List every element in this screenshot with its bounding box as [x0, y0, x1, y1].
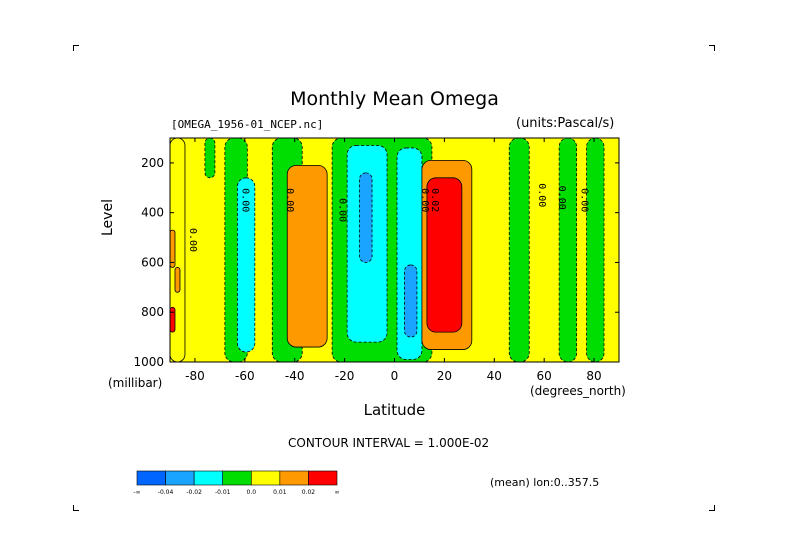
contour-label: 0.00 [239, 188, 250, 212]
x-axis-label: Latitude [363, 401, 426, 419]
colorbar-swatch [193, 470, 224, 486]
x-tick-label: 20 [437, 369, 452, 383]
y-tick-label: 800 [141, 305, 164, 319]
contour-region [174, 267, 181, 293]
colorbar-swatch [279, 470, 309, 486]
dataset-filename: [OMEGA_1956-01_NCEP.nc] [171, 118, 324, 131]
contour-region [359, 172, 373, 263]
contour-interval-text: CONTOUR INTERVAL = 1.000E-02 [288, 436, 490, 450]
x-tick-label: -60 [235, 369, 255, 383]
x-tick-label: 0 [391, 369, 399, 383]
y-tick-label: 200 [141, 156, 164, 170]
contour-label: 0.00 [579, 188, 590, 212]
colorbar-label: 0.02 [302, 489, 316, 496]
colorbar-label: -∞ [133, 489, 140, 496]
colorbar-label: -0.04 [158, 489, 174, 496]
crop-mark-top-left [73, 45, 79, 51]
x-tick-label: -40 [285, 369, 305, 383]
contour-region [586, 138, 605, 362]
crop-mark-bottom-left [73, 505, 79, 511]
x-tick-label: 40 [487, 369, 502, 383]
y-tick-label: 400 [141, 206, 164, 220]
x-tick-label: 60 [537, 369, 552, 383]
contour-region [426, 177, 463, 333]
contour-region [404, 264, 418, 338]
contour-region [236, 177, 256, 353]
y-tick-label: 1000 [133, 355, 164, 369]
contour-region [170, 138, 186, 362]
crop-mark-top-right [709, 45, 715, 51]
contour-label: 0.00 [536, 183, 547, 207]
x-tick-label: 80 [586, 369, 601, 383]
contour-label: 0.00 [556, 186, 567, 210]
contour-label: 0.02 [429, 188, 440, 212]
y-tick-label: 600 [141, 255, 164, 269]
contour-label: 0.00 [187, 228, 198, 252]
colorbar-label: 0.01 [273, 489, 287, 496]
colorbar-label: 0.0 [247, 489, 257, 496]
units-label: (units:Pascal/s) [516, 116, 615, 131]
y-axis-units: (millibar) [108, 376, 163, 390]
x-tick-label: -20 [335, 369, 355, 383]
colorbar-swatch [250, 470, 281, 486]
crop-mark-bottom-right [709, 505, 715, 511]
contour-region [170, 229, 176, 268]
contour-label: 0.00 [284, 188, 295, 212]
colorbar-swatch [308, 470, 338, 486]
colorbar-swatch [165, 470, 195, 486]
contour-region [286, 164, 328, 348]
mean-longitude-text: (mean) lon:0..357.5 [490, 476, 600, 489]
chart-title: Monthly Mean Omega [290, 88, 499, 110]
contour-label: 0.00 [419, 188, 430, 212]
contour-region [170, 306, 176, 333]
colorbar-label: -0.01 [215, 489, 231, 496]
contour-region [204, 138, 216, 179]
colorbar-swatch [136, 470, 166, 486]
contour-label: 0.00 [337, 198, 348, 222]
x-axis-units: (degrees_north) [530, 384, 626, 398]
colorbar-label: ∞ [335, 489, 340, 496]
contour-region [508, 138, 530, 362]
x-tick-label: -80 [185, 369, 205, 383]
contour-region [558, 138, 577, 362]
colorbar-label: -0.02 [186, 489, 202, 496]
colorbar-swatch [222, 470, 252, 486]
